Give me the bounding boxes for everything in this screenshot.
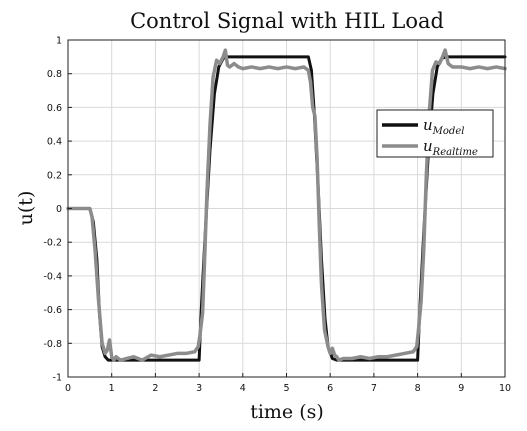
legend-label-model: uModel — [423, 116, 464, 137]
x-tick-label: 6 — [327, 383, 333, 394]
y-tick-label: -0.8 — [43, 339, 62, 350]
y-tick-label: 0.8 — [47, 69, 62, 80]
chart-title: Control Signal with HIL Load — [130, 9, 444, 33]
legend-box — [376, 109, 494, 158]
y-tick-label: 0.4 — [47, 137, 62, 148]
x-tick-label: 2 — [152, 383, 158, 394]
legend: uModel uRealtime — [376, 109, 494, 158]
series-line-realtime — [66, 48, 507, 362]
y-tick-label: 0.6 — [47, 103, 62, 114]
y-tick-label: -0.4 — [43, 271, 62, 282]
x-tick-label: 8 — [415, 383, 421, 394]
x-tick-label: 5 — [283, 383, 289, 394]
series-layer — [66, 48, 507, 362]
x-tick-label: 4 — [240, 383, 246, 394]
legend-label-realtime: uRealtime — [423, 137, 478, 158]
x-tick-label: 1 — [109, 383, 115, 394]
y-tick-label: 0.2 — [47, 170, 62, 181]
x-tick-label: 0 — [65, 383, 71, 394]
y-tick-label: -0.6 — [43, 305, 62, 316]
y-tick-label: -1 — [53, 373, 62, 384]
x-tick-label: 7 — [371, 383, 377, 394]
x-tick-label: 10 — [499, 383, 511, 394]
y-axis-label: u(t) — [15, 191, 37, 226]
x-tick-label: 9 — [458, 383, 464, 394]
ticks: 0 1 2 3 4 5 6 7 8 9 10 1 0.8 0.6 0.4 0.2 0 -0.2 -0.4 -0.6 -0… — [43, 36, 511, 395]
x-axis-label: time (s) — [250, 401, 324, 423]
x-tick-label: 3 — [196, 383, 202, 394]
y-tick-label: 0 — [56, 204, 62, 215]
y-tick-label: 1 — [56, 36, 62, 47]
y-tick-label: -0.2 — [43, 238, 62, 249]
